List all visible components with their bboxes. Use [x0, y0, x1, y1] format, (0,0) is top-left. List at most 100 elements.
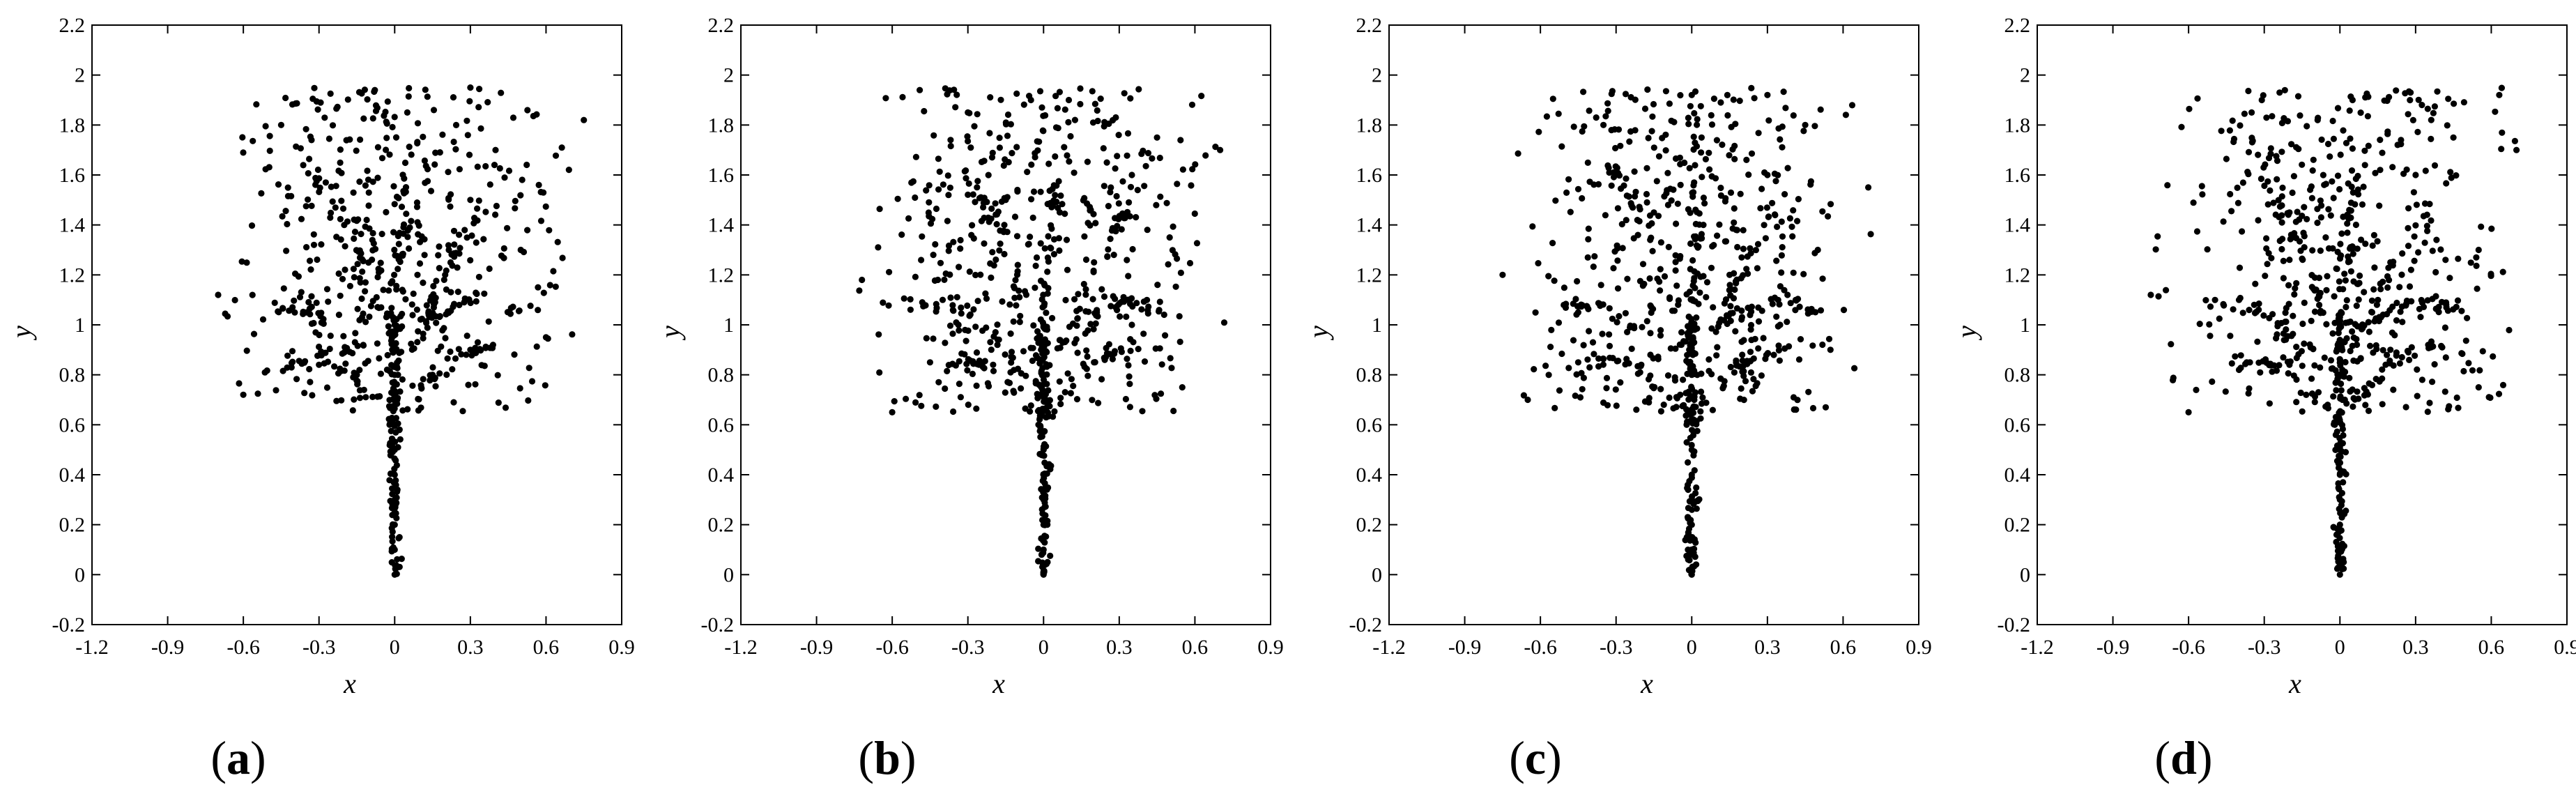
data-point [1040, 571, 1047, 578]
data-point [248, 222, 256, 229]
y-tick-label: 0.4 [59, 464, 86, 487]
data-point [367, 303, 375, 310]
data-point [2262, 161, 2269, 168]
data-point [1531, 366, 1538, 373]
data-point [2393, 299, 2400, 307]
data-point [2444, 122, 2451, 129]
data-point [1683, 534, 1690, 541]
data-point [1698, 149, 1705, 156]
data-point [1036, 415, 1043, 422]
data-point [2336, 185, 2343, 193]
data-point [1107, 236, 1114, 243]
x-tick-label: 0.3 [457, 636, 484, 659]
data-point [1630, 235, 1637, 242]
data-point [2393, 349, 2400, 356]
data-point [2276, 362, 2283, 369]
data-point [2418, 376, 2425, 383]
data-point [295, 273, 302, 280]
data-point [1765, 213, 1772, 220]
data-point [946, 322, 954, 329]
y-tick-label: 0.6 [1356, 413, 1383, 436]
data-point [374, 273, 381, 281]
data-point [1775, 125, 1782, 132]
data-point [474, 205, 481, 212]
y-tick-label: 1.6 [708, 164, 735, 187]
data-point [1044, 558, 1051, 566]
data-point [1071, 116, 1078, 123]
data-point [2339, 396, 2346, 404]
data-point [1770, 351, 1777, 358]
data-point [2334, 248, 2341, 255]
data-point [1043, 381, 1050, 388]
data-point [1050, 236, 1058, 243]
data-point [343, 137, 350, 144]
y-tick-label: 1.2 [708, 264, 735, 287]
data-point [1092, 220, 1099, 227]
data-point [374, 174, 381, 181]
data-point [935, 186, 942, 193]
data-point [1636, 217, 1643, 224]
data-point [338, 397, 345, 404]
data-point [1618, 221, 1625, 228]
data-point [2513, 146, 2520, 153]
data-point [2267, 187, 2274, 194]
panel-b: -1.2 -0.9 -0.6 -0.3 0 0.3 0.6 0.9-0.200.20.40.6… [654, 14, 1284, 784]
data-point [1688, 91, 1695, 98]
data-point [1614, 285, 1622, 292]
data-point [1126, 373, 1133, 380]
data-point [243, 259, 250, 266]
data-point [1808, 308, 1815, 315]
data-point [406, 144, 413, 151]
data-point [341, 222, 348, 229]
data-point [1057, 337, 1064, 344]
data-point [2353, 335, 2360, 343]
data-point [2344, 229, 2351, 236]
data-point [422, 318, 430, 325]
data-point [1118, 226, 1125, 233]
data-point [1773, 313, 1780, 320]
data-point [414, 139, 421, 147]
data-point [1029, 214, 1036, 221]
data-point [316, 343, 323, 351]
data-point [987, 260, 994, 267]
data-point [2397, 308, 2404, 315]
data-point [430, 107, 438, 114]
data-point [1790, 269, 1797, 276]
data-point [1719, 142, 1726, 148]
data-point [1613, 402, 1620, 409]
data-point [2376, 202, 2383, 209]
x-tick-label: 0.9 [608, 636, 635, 659]
data-point [1716, 221, 1723, 228]
data-point [340, 333, 347, 339]
data-point [958, 310, 965, 317]
data-point [500, 254, 507, 261]
data-point [2274, 158, 2281, 165]
data-point [540, 289, 547, 296]
y-tick-label: 1.6 [1356, 164, 1383, 187]
data-point [337, 159, 344, 166]
data-point [937, 259, 944, 266]
data-point [957, 236, 964, 244]
data-point [1749, 388, 1756, 395]
data-point [1038, 104, 1045, 111]
data-point [2220, 218, 2227, 225]
data-point [2333, 387, 2340, 394]
data-point [391, 471, 398, 478]
data-point [474, 217, 481, 224]
data-point [2308, 317, 2315, 324]
data-point [1166, 234, 1173, 241]
data-point [1703, 293, 1710, 300]
data-point [1661, 273, 1669, 280]
data-point [1745, 171, 1752, 178]
data-point [335, 270, 342, 277]
data-point [2499, 129, 2506, 136]
data-point [1758, 372, 1765, 379]
data-point [394, 556, 401, 563]
data-point [2299, 255, 2306, 262]
data-point [2227, 190, 2234, 198]
data-point [333, 397, 340, 404]
data-point [1002, 197, 1009, 204]
data-point [918, 257, 925, 264]
data-point [1795, 296, 1802, 303]
data-point [1778, 269, 1785, 276]
